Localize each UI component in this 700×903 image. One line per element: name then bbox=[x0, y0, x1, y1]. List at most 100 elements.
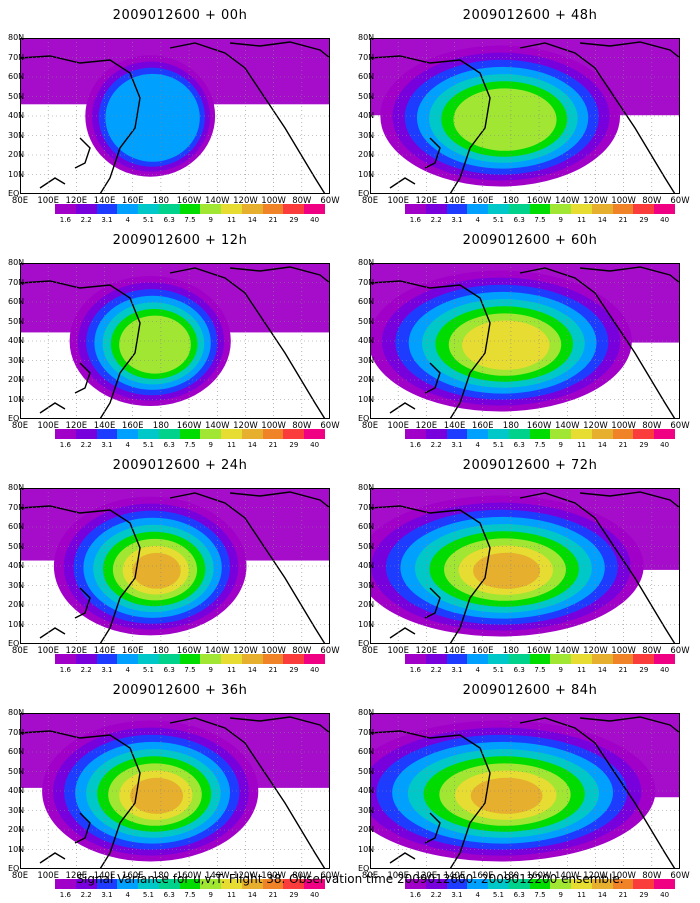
longitude-label: 60W bbox=[670, 421, 690, 431]
latitude-label: 10N bbox=[8, 169, 25, 179]
longitude-label: 140E bbox=[93, 871, 116, 881]
panel-title: 2009012600 + 36h bbox=[112, 683, 248, 698]
longitude-label: 100E bbox=[37, 421, 59, 431]
colorbar-label: 6.3 bbox=[513, 216, 525, 224]
colorbar-label: 7.5 bbox=[184, 216, 196, 224]
colorbar-label: 5.1 bbox=[142, 891, 155, 899]
colorbar-swatch bbox=[55, 429, 76, 439]
longitude-label: 140W bbox=[204, 196, 230, 206]
panel-title: 2009012600 + 60h bbox=[462, 233, 598, 248]
latitude-label: 60N bbox=[8, 747, 25, 756]
longitude-axis: 80E 100E 120E 140E 160E 180 160W 140W 120W 100W 80… bbox=[10, 196, 340, 208]
colorbar-label: 2.2 bbox=[80, 216, 92, 224]
latitude-label: 50N bbox=[358, 541, 375, 551]
variance-contour bbox=[130, 777, 184, 814]
coastline bbox=[424, 362, 441, 394]
latitude-label: EQ bbox=[8, 864, 20, 873]
longitude-label: 140E bbox=[443, 646, 466, 656]
latitude-label: 80N bbox=[358, 483, 375, 492]
longitude-label: 140W bbox=[554, 871, 580, 881]
colorbar-labels: 1.6 2.2 3.1 4 5.1 6.3 7.5 9 11 14 21 29 40 bbox=[55, 891, 325, 901]
colorbar-label: 3.1 bbox=[451, 891, 463, 899]
colorbar-label: 7.5 bbox=[184, 441, 196, 449]
colorbar-swatch bbox=[633, 654, 655, 664]
latitude-label: 40N bbox=[8, 786, 25, 795]
longitude-label: 100W bbox=[611, 421, 636, 431]
colorbar-label: 11 bbox=[577, 666, 586, 674]
forecast-map-panel: 2009012600 + 48h 80N 70N 60N 50N 40N 30N 20N 10N… bbox=[358, 8, 690, 228]
colorbar-label: 11 bbox=[577, 216, 586, 224]
colorbar-label: 4 bbox=[475, 891, 480, 899]
latitude-label: 10N bbox=[8, 619, 25, 629]
longitude-label: 180 bbox=[502, 196, 520, 206]
latitude-label: 30N bbox=[8, 355, 25, 365]
longitude-label: 60W bbox=[670, 646, 690, 656]
coastline bbox=[229, 491, 331, 509]
longitude-label: 160W bbox=[176, 871, 202, 881]
longitude-label: 100E bbox=[387, 646, 409, 656]
colorbar-swatch bbox=[200, 204, 222, 214]
colorbar-swatch bbox=[283, 429, 305, 439]
colorbar-label: 7.5 bbox=[534, 891, 546, 899]
colorbar-swatch bbox=[508, 429, 530, 439]
longitude-label: 120E bbox=[65, 421, 88, 431]
longitude-label: 80E bbox=[11, 196, 29, 206]
colorbar-label: 1.6 bbox=[59, 216, 71, 224]
variance-map: 80N 70N 60N 50N 40N 30N 20N 10N EQ bbox=[8, 484, 331, 648]
latitude-label: 20N bbox=[358, 600, 375, 609]
colorbar-label: 1.6 bbox=[409, 666, 421, 674]
longitude-label: 160W bbox=[176, 196, 202, 206]
longitude-label: 120W bbox=[583, 196, 608, 206]
latitude-label: 30N bbox=[358, 130, 375, 140]
latitude-label: 30N bbox=[8, 805, 25, 815]
latitude-label: 80N bbox=[8, 258, 25, 267]
longitude-axis: 80E 100E 120E 140E 160E 180 160W 140W 120W 100W 80… bbox=[360, 871, 690, 883]
colorbar-label: 7.5 bbox=[184, 666, 196, 674]
longitude-label: 100E bbox=[37, 646, 59, 656]
longitude-label: 80W bbox=[642, 871, 662, 881]
colorbar-label: 14 bbox=[597, 441, 607, 449]
coastline bbox=[369, 55, 491, 195]
colorbar-swatch bbox=[467, 654, 489, 664]
longitude-label: 100W bbox=[611, 871, 636, 881]
longitude-label: 140E bbox=[443, 196, 466, 206]
latitude-label: 80N bbox=[358, 33, 375, 42]
colorbar-label: 6.3 bbox=[163, 891, 175, 899]
map-canvas bbox=[356, 488, 681, 645]
map-canvas bbox=[19, 38, 331, 195]
longitude-label: 160W bbox=[526, 646, 552, 656]
longitude-label: 180 bbox=[152, 871, 170, 881]
longitude-label: 160W bbox=[526, 421, 552, 431]
coastline bbox=[579, 716, 681, 734]
colorbar-label: 5.1 bbox=[492, 216, 505, 224]
colorbar-swatch bbox=[200, 429, 222, 439]
colorbar-label: 5.1 bbox=[492, 666, 505, 674]
colorbar-label: 11 bbox=[227, 441, 236, 449]
colorbar-swatch bbox=[612, 654, 634, 664]
colorbar-label: 40 bbox=[310, 666, 320, 674]
variance-contour bbox=[105, 73, 200, 162]
longitude-label: 140E bbox=[93, 196, 116, 206]
colorbar-label: 4 bbox=[475, 666, 480, 674]
colorbar bbox=[55, 879, 325, 889]
colorbar-label: 3.1 bbox=[101, 441, 113, 449]
colorbar-swatch bbox=[488, 879, 509, 889]
longitude-label: 120W bbox=[583, 421, 608, 431]
colorbar-swatch bbox=[654, 204, 675, 214]
colorbar-label: 1.6 bbox=[409, 216, 421, 224]
longitude-label: 60W bbox=[320, 421, 340, 431]
latitude-label: 10N bbox=[358, 394, 375, 404]
coastline bbox=[389, 177, 416, 189]
coastline bbox=[229, 716, 331, 734]
latitude-label: 40N bbox=[358, 786, 375, 795]
colorbar-swatch bbox=[550, 204, 572, 214]
colorbar-swatch bbox=[221, 429, 242, 439]
longitude-label: 100W bbox=[611, 196, 636, 206]
longitude-label: 160E bbox=[471, 421, 494, 431]
colorbar-label: 21 bbox=[268, 666, 278, 674]
colorbar-swatch bbox=[508, 654, 530, 664]
colorbar-swatch bbox=[138, 654, 159, 664]
latitude-label: 40N bbox=[8, 336, 25, 345]
latitude-label: 70N bbox=[358, 52, 375, 62]
colorbar-swatch bbox=[138, 879, 159, 889]
